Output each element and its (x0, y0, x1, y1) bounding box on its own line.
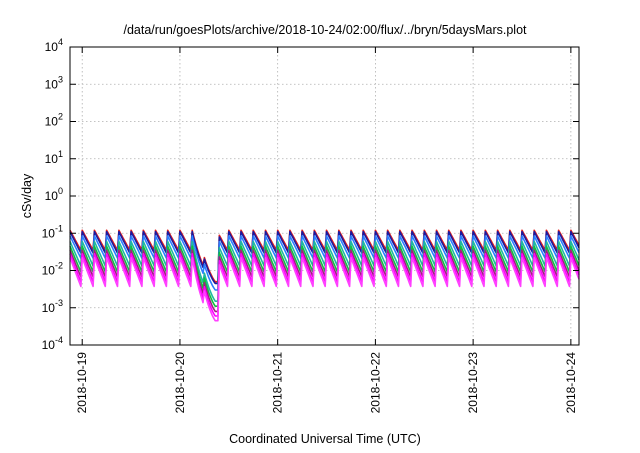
x-tick-label: 2018-10-24 (564, 352, 578, 414)
grid (70, 47, 579, 345)
y-tick-label: 10-2 (42, 261, 63, 278)
y-tick-label: 10-4 (42, 335, 63, 352)
y-tick-label: 104 (45, 37, 63, 54)
x-tick-label: 2018-10-23 (466, 352, 480, 414)
x-tick-label: 2018-10-19 (75, 352, 89, 414)
y-axis-label: cSv/day (20, 173, 34, 218)
series-line (69, 256, 580, 322)
x-axis-label: Coordinated Universal Time (UTC) (229, 432, 421, 446)
y-tick-label: 10-1 (42, 223, 63, 240)
y-tick-label: 103 (45, 74, 63, 91)
x-tick-label: 2018-10-22 (368, 352, 382, 414)
y-tick-label: 100 (45, 186, 63, 203)
y-tick-label: 101 (45, 149, 63, 166)
series-layer (69, 229, 580, 322)
y-axis: 10-4 10-3 10-2 10-1 100 101 102 103 104 (42, 37, 579, 352)
y-tick-label: 102 (45, 112, 63, 129)
chart-title: /data/run/goesPlots/archive/2018-10-24/0… (123, 23, 527, 37)
x-tick-label: 2018-10-21 (271, 352, 285, 414)
x-tick-label: 2018-10-20 (173, 352, 187, 414)
y-tick-label: 10-3 (42, 298, 63, 315)
x-axis: 2018-10-19 2018-10-20 2018-10-21 2018-10-22… (75, 47, 578, 413)
